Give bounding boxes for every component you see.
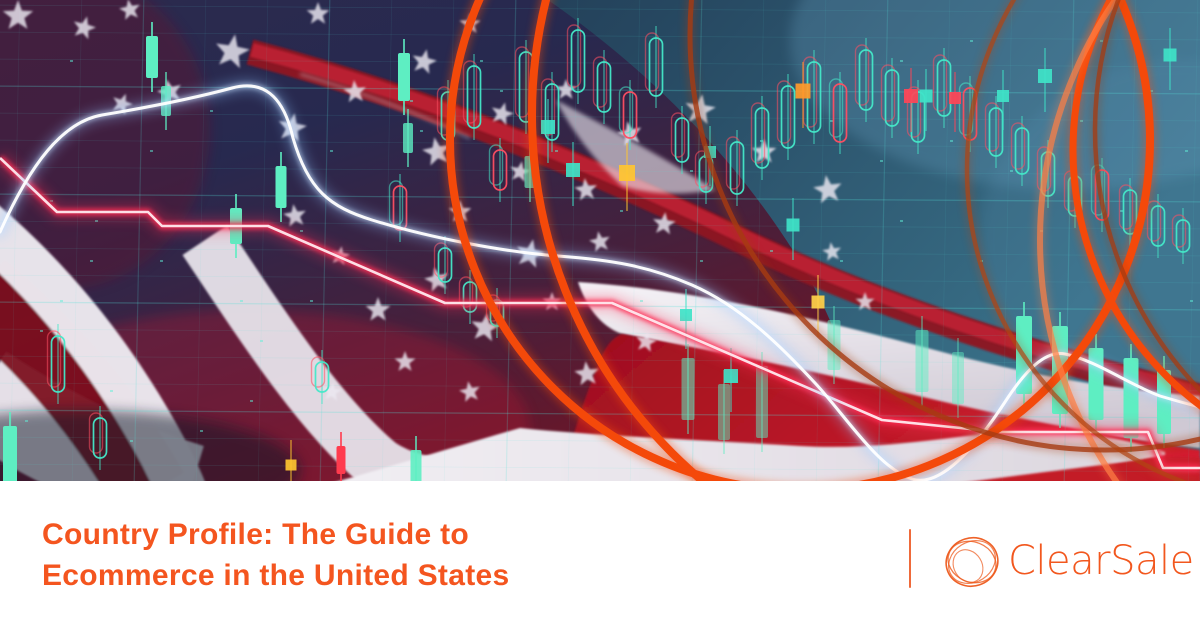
orange-circles <box>443 0 1200 481</box>
brand-wordmark: ClearSale <box>1008 538 1194 584</box>
flag-white-fold <box>578 282 1200 448</box>
page-title: Country Profile: The Guide to Ecommerce … <box>42 514 509 596</box>
title-line-2: Ecommerce in the United States <box>42 559 510 592</box>
grid-lines <box>0 0 1200 481</box>
bottom-panel: Country Profile: The Guide to Ecommerce … <box>0 481 1200 630</box>
hero-artwork <box>0 0 1200 481</box>
red-trend-line <box>0 152 1200 476</box>
divider-line <box>909 529 911 588</box>
hero-image <box>0 0 1200 481</box>
title-line-1: Country Profile: The Guide to <box>42 518 470 551</box>
clearsale-logo-icon <box>945 537 999 587</box>
white-trend-line <box>0 79 1200 481</box>
